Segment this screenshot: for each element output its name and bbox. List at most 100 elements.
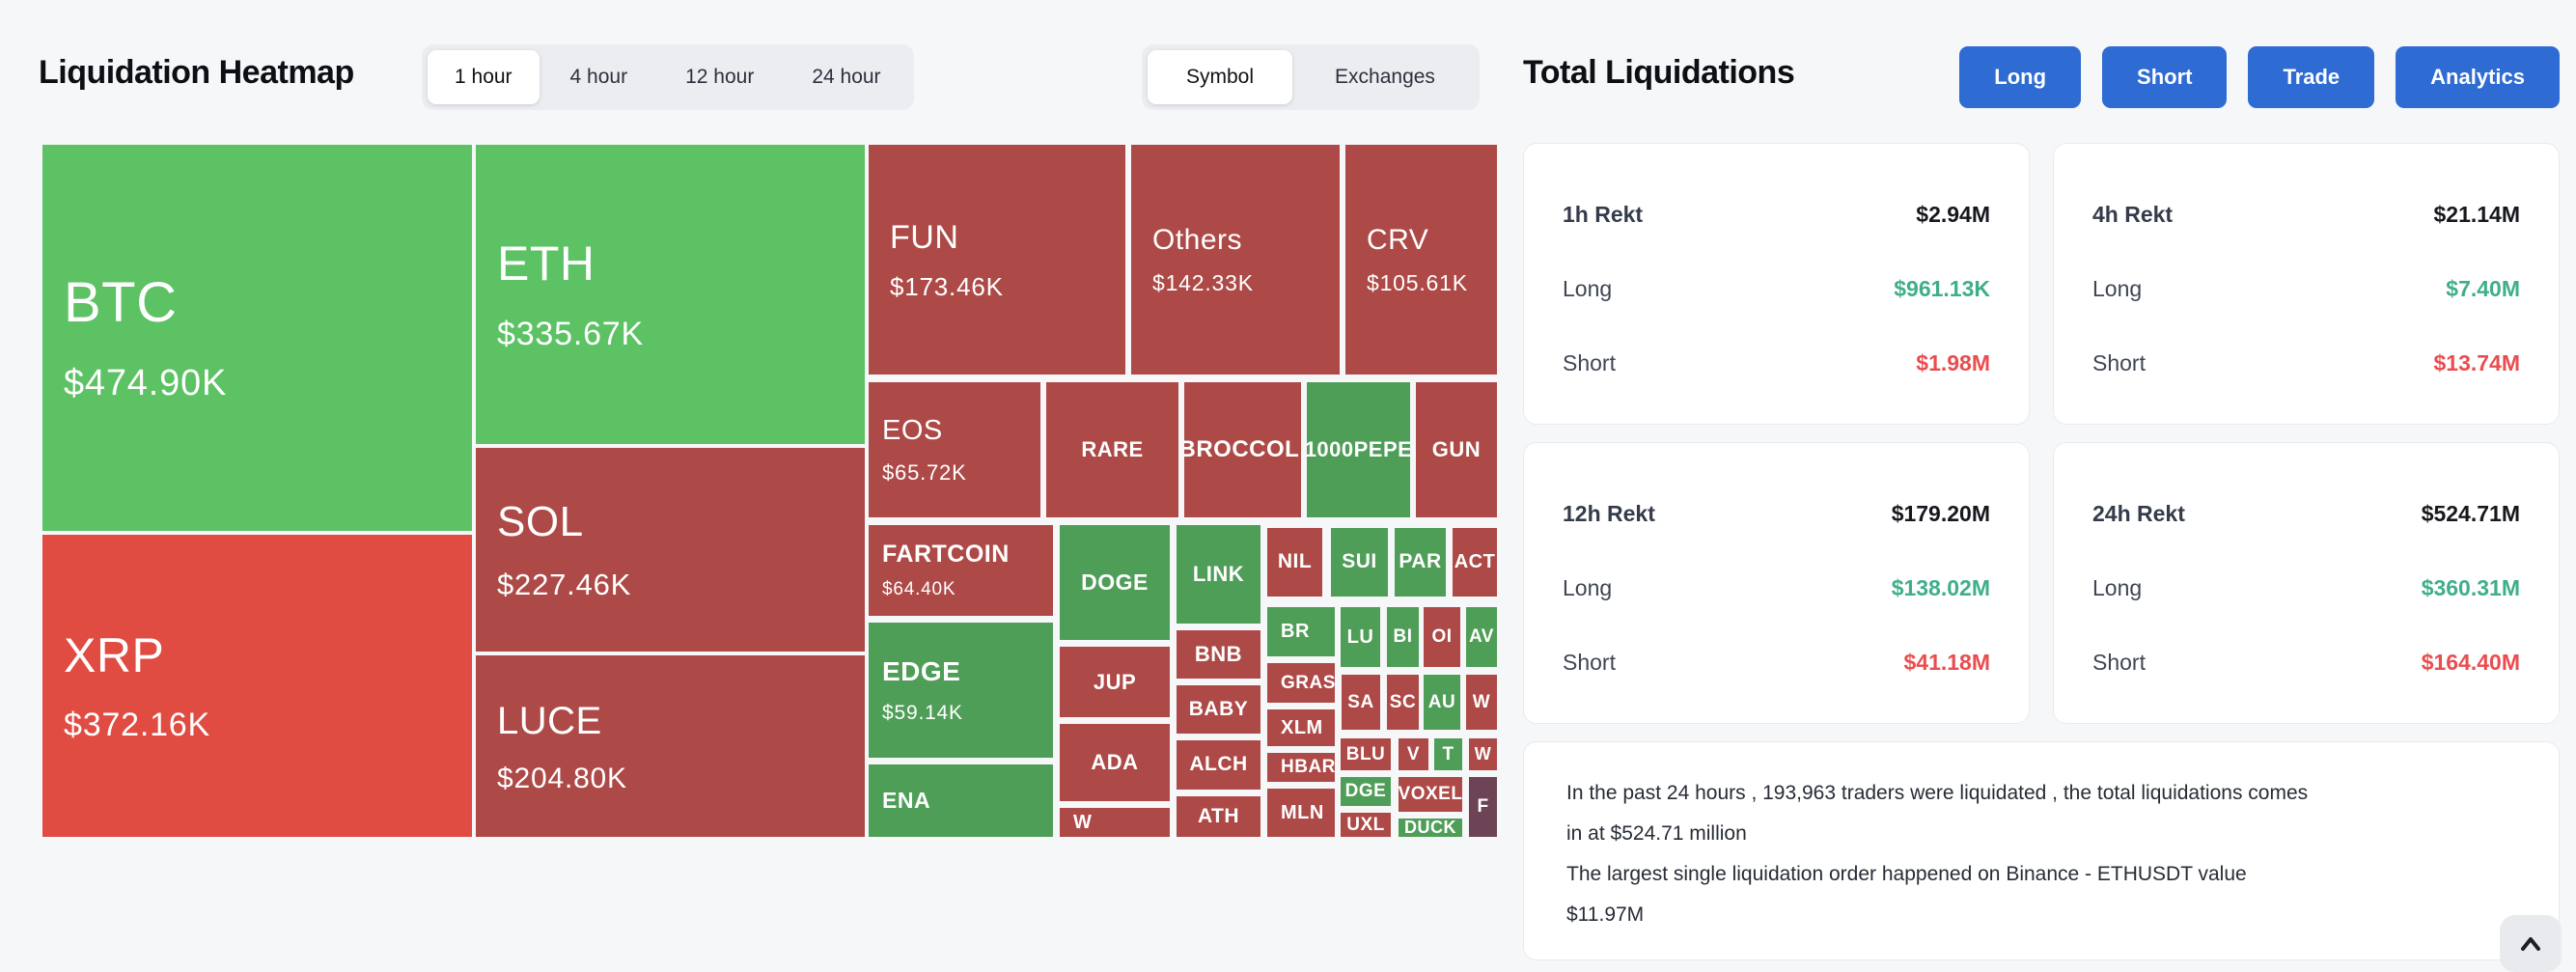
time-tab-4-hour[interactable]: 4 hour bbox=[569, 66, 628, 88]
tile-w[interactable]: W bbox=[1467, 736, 1499, 772]
stat-row-value: $2.94M bbox=[1916, 201, 1990, 227]
tile-luce[interactable]: LUCE $204.80K bbox=[474, 653, 867, 839]
tile-sui[interactable]: SUI bbox=[1329, 526, 1390, 598]
tile-sc[interactable]: SC bbox=[1385, 673, 1421, 732]
total-liquidations-title: Total Liquidations bbox=[1523, 54, 1795, 91]
tile-duck[interactable]: DUCK bbox=[1397, 817, 1464, 839]
long-button[interactable]: Long bbox=[1959, 46, 2082, 108]
tile-symbol: RARE bbox=[1081, 437, 1144, 462]
tile-1000pepe[interactable]: 1000PEPE bbox=[1305, 380, 1412, 519]
tile-grass[interactable]: GRASS bbox=[1265, 661, 1337, 705]
tile-au[interactable]: AU bbox=[1422, 673, 1462, 732]
tile-symbol: BTC bbox=[64, 271, 178, 335]
tile-symbol: FARTCOIN bbox=[882, 540, 1010, 568]
tile-v[interactable]: V bbox=[1397, 736, 1430, 772]
tile-fun[interactable]: FUN $173.46K bbox=[867, 143, 1127, 376]
time-tab-1-hour[interactable]: 1 hour bbox=[428, 50, 540, 104]
time-tab-24-hour[interactable]: 24 hour bbox=[812, 66, 881, 88]
tile-symbol: BNB bbox=[1194, 642, 1243, 667]
tile-w[interactable]: W bbox=[1464, 673, 1499, 732]
tile-nil[interactable]: NIL bbox=[1265, 526, 1324, 598]
view-toggle-exchanges[interactable]: Exchanges bbox=[1335, 66, 1435, 88]
liquidation-summary-card: In the past 24 hours , 193,963 traders w… bbox=[1523, 741, 2560, 960]
tile-ada[interactable]: ADA bbox=[1058, 722, 1172, 803]
tile-symbol: SUI bbox=[1342, 550, 1377, 573]
tile-lu[interactable]: LU bbox=[1339, 605, 1382, 669]
short-button[interactable]: Short bbox=[2102, 46, 2228, 108]
stat-row-label: Short bbox=[1563, 649, 1616, 675]
analytics-button[interactable]: Analytics bbox=[2396, 46, 2560, 108]
tile-av[interactable]: AV bbox=[1464, 605, 1499, 669]
summary-line: in at $524.71 million bbox=[1566, 822, 1747, 845]
tile-bnb[interactable]: BNB bbox=[1175, 628, 1262, 680]
tile-rare[interactable]: RARE bbox=[1044, 380, 1180, 519]
tile-uxl[interactable]: UXL bbox=[1339, 811, 1393, 839]
tile-crv[interactable]: CRV $105.61K bbox=[1343, 143, 1499, 376]
tile-value: $173.46K bbox=[890, 271, 1004, 301]
tile-blu[interactable]: BLU bbox=[1339, 736, 1393, 772]
tile-oi[interactable]: OI bbox=[1422, 605, 1462, 669]
tile-btc[interactable]: BTC $474.90K bbox=[41, 143, 474, 533]
tile-mln[interactable]: MLN bbox=[1265, 787, 1337, 839]
tile-eth[interactable]: ETH $335.67K bbox=[474, 143, 867, 446]
stat-row: Long $360.31M bbox=[2092, 573, 2520, 602]
stat-row-value: $7.40M bbox=[2446, 275, 2520, 301]
tile-dge[interactable]: DGE bbox=[1339, 775, 1393, 808]
summary-line: In the past 24 hours , 193,963 traders w… bbox=[1566, 782, 2309, 804]
tile-others[interactable]: Others $142.33K bbox=[1129, 143, 1342, 376]
view-toggle-symbol[interactable]: Symbol bbox=[1148, 50, 1293, 104]
tile-edge[interactable]: EDGE $59.14K bbox=[867, 621, 1055, 760]
stat-row: 12h Rekt $179.20M bbox=[1563, 499, 1990, 528]
time-tab-12-hour[interactable]: 12 hour bbox=[685, 66, 755, 88]
tile-symbol: ACT bbox=[1454, 551, 1496, 572]
tile-symbol: Others bbox=[1152, 223, 1243, 256]
summary-line: $11.97M bbox=[1566, 903, 1645, 926]
stat-row: Short $13.74M bbox=[2092, 348, 2520, 377]
tile-w[interactable]: W bbox=[1058, 806, 1172, 839]
stat-card-12h-rekt: 12h Rekt $179.20M Long $138.02M Short $41.18M bbox=[1523, 442, 2030, 724]
stat-card-24h-rekt: 24h Rekt $524.71M Long $360.31M Short $164.40… bbox=[2053, 442, 2560, 724]
tile-symbol: W bbox=[1474, 744, 1492, 764]
stat-row-label: Short bbox=[2092, 649, 2146, 675]
tile-symbol: VOXEL bbox=[1398, 784, 1463, 805]
tile-value: $474.90K bbox=[64, 362, 228, 403]
tile-sol[interactable]: SOL $227.46K bbox=[474, 446, 867, 653]
tile-voxel[interactable]: VOXEL bbox=[1397, 775, 1464, 814]
tile-sa[interactable]: SA bbox=[1340, 673, 1382, 732]
scroll-to-top-button[interactable] bbox=[2500, 915, 2562, 972]
tile-f[interactable]: F bbox=[1467, 775, 1499, 839]
tile-alch[interactable]: ALCH bbox=[1175, 738, 1262, 791]
tile-value: $59.14K bbox=[882, 701, 963, 724]
tile-gun[interactable]: GUN bbox=[1414, 380, 1499, 519]
tile-ath[interactable]: ATH bbox=[1175, 794, 1262, 839]
tile-doge[interactable]: DOGE bbox=[1058, 523, 1172, 642]
tile-par[interactable]: PAR bbox=[1393, 526, 1448, 598]
tile-symbol: LINK bbox=[1192, 562, 1245, 587]
tile-link[interactable]: LINK bbox=[1175, 523, 1262, 625]
tile-br[interactable]: BR bbox=[1265, 605, 1337, 658]
tile-xrp[interactable]: XRP $372.16K bbox=[41, 533, 474, 839]
tile-hbar[interactable]: HBAR bbox=[1265, 751, 1337, 784]
tile-ena[interactable]: ENA bbox=[867, 763, 1055, 839]
tile-t[interactable]: T bbox=[1432, 736, 1464, 772]
stat-row-label: Short bbox=[1563, 349, 1616, 375]
tile-bi[interactable]: BI bbox=[1385, 605, 1421, 669]
stat-row-label: Long bbox=[2092, 275, 2143, 301]
tile-symbol: JUP bbox=[1093, 669, 1137, 694]
tile-fartcoin[interactable]: FARTCOIN $64.40K bbox=[867, 523, 1055, 618]
tile-eos[interactable]: EOS $65.72K bbox=[867, 380, 1042, 519]
tile-jup[interactable]: JUP bbox=[1058, 645, 1172, 719]
symbol-exchanges-toggle: Symbol Exchanges bbox=[1142, 44, 1480, 110]
tile-broccoli[interactable]: BROCCOLI bbox=[1182, 380, 1303, 519]
tile-xlm[interactable]: XLM bbox=[1265, 708, 1337, 748]
tile-value: $142.33K bbox=[1152, 270, 1254, 296]
tile-symbol: NIL bbox=[1277, 550, 1313, 573]
tile-symbol: ATH bbox=[1197, 804, 1240, 827]
stat-row-value: $164.40M bbox=[2421, 649, 2520, 675]
page-title: Liquidation Heatmap bbox=[39, 54, 354, 91]
tile-act[interactable]: ACT bbox=[1451, 526, 1499, 598]
stat-card-4h-rekt: 4h Rekt $21.14M Long $7.40M Short $13.74M bbox=[2053, 143, 2560, 425]
tile-symbol: PAR bbox=[1399, 550, 1442, 573]
trade-button[interactable]: Trade bbox=[2248, 46, 2375, 108]
tile-baby[interactable]: BABY bbox=[1175, 683, 1262, 736]
